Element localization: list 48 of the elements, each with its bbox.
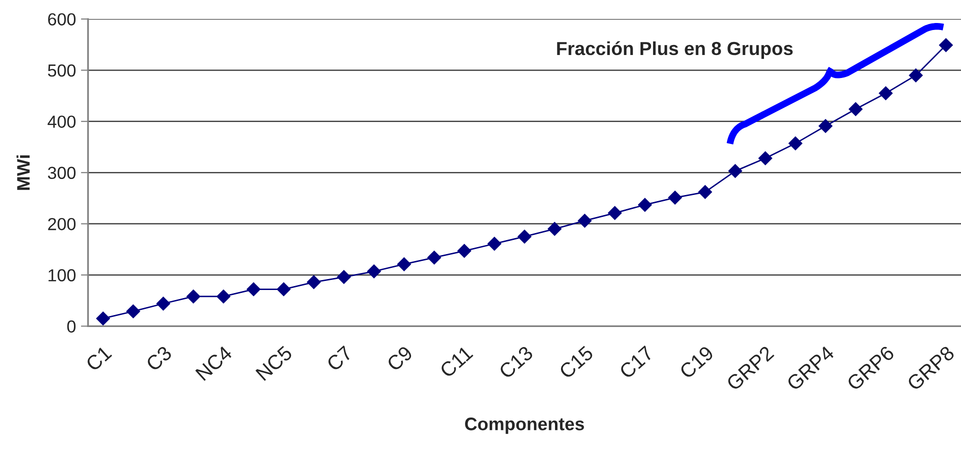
x-tick-label: C17	[618, 345, 654, 380]
point	[878, 86, 893, 100]
point	[578, 214, 592, 228]
x-tick-label: C13	[498, 345, 534, 380]
point	[427, 250, 442, 264]
y-tick-label: 400	[48, 116, 76, 128]
point	[457, 244, 472, 258]
point	[638, 198, 652, 212]
point	[216, 290, 230, 304]
point	[788, 136, 802, 150]
point	[758, 151, 772, 166]
point	[306, 275, 321, 290]
x-tick-label: C15	[558, 345, 594, 380]
y-tick-label: 600	[48, 13, 76, 26]
point	[728, 164, 742, 178]
point	[367, 264, 381, 278]
y-tick-label: 500	[48, 64, 76, 77]
point	[276, 282, 291, 296]
point	[156, 296, 170, 311]
annotation: Fracción Plus en 8 Grupos	[557, 41, 793, 59]
point	[939, 38, 953, 52]
point	[336, 270, 351, 284]
point	[698, 185, 712, 199]
point	[668, 190, 682, 205]
point	[397, 257, 412, 272]
point	[488, 236, 502, 251]
x-tick-label: C9	[386, 345, 414, 372]
point	[908, 68, 923, 82]
y-tick-label: 0	[67, 320, 76, 333]
x-tick-label: C19	[678, 345, 714, 380]
point	[818, 119, 832, 133]
point	[126, 304, 140, 318]
x-axis-title: Componentes	[465, 418, 584, 434]
x-tick-label: C1	[85, 345, 112, 372]
point	[96, 312, 110, 326]
point	[608, 206, 622, 220]
x-tick-label: C11	[439, 345, 474, 378]
point	[848, 102, 863, 116]
y-tick-label: 100	[48, 269, 76, 282]
y-axis-title: MWi	[16, 155, 30, 190]
y-tick-label: 200	[48, 218, 76, 230]
point	[186, 290, 200, 304]
y-tick-label: 300	[48, 166, 76, 180]
x-tick-label: C3	[145, 345, 173, 372]
point	[246, 282, 260, 296]
point	[548, 222, 562, 236]
x-tick-label: C7	[326, 345, 354, 372]
point	[518, 230, 532, 244]
